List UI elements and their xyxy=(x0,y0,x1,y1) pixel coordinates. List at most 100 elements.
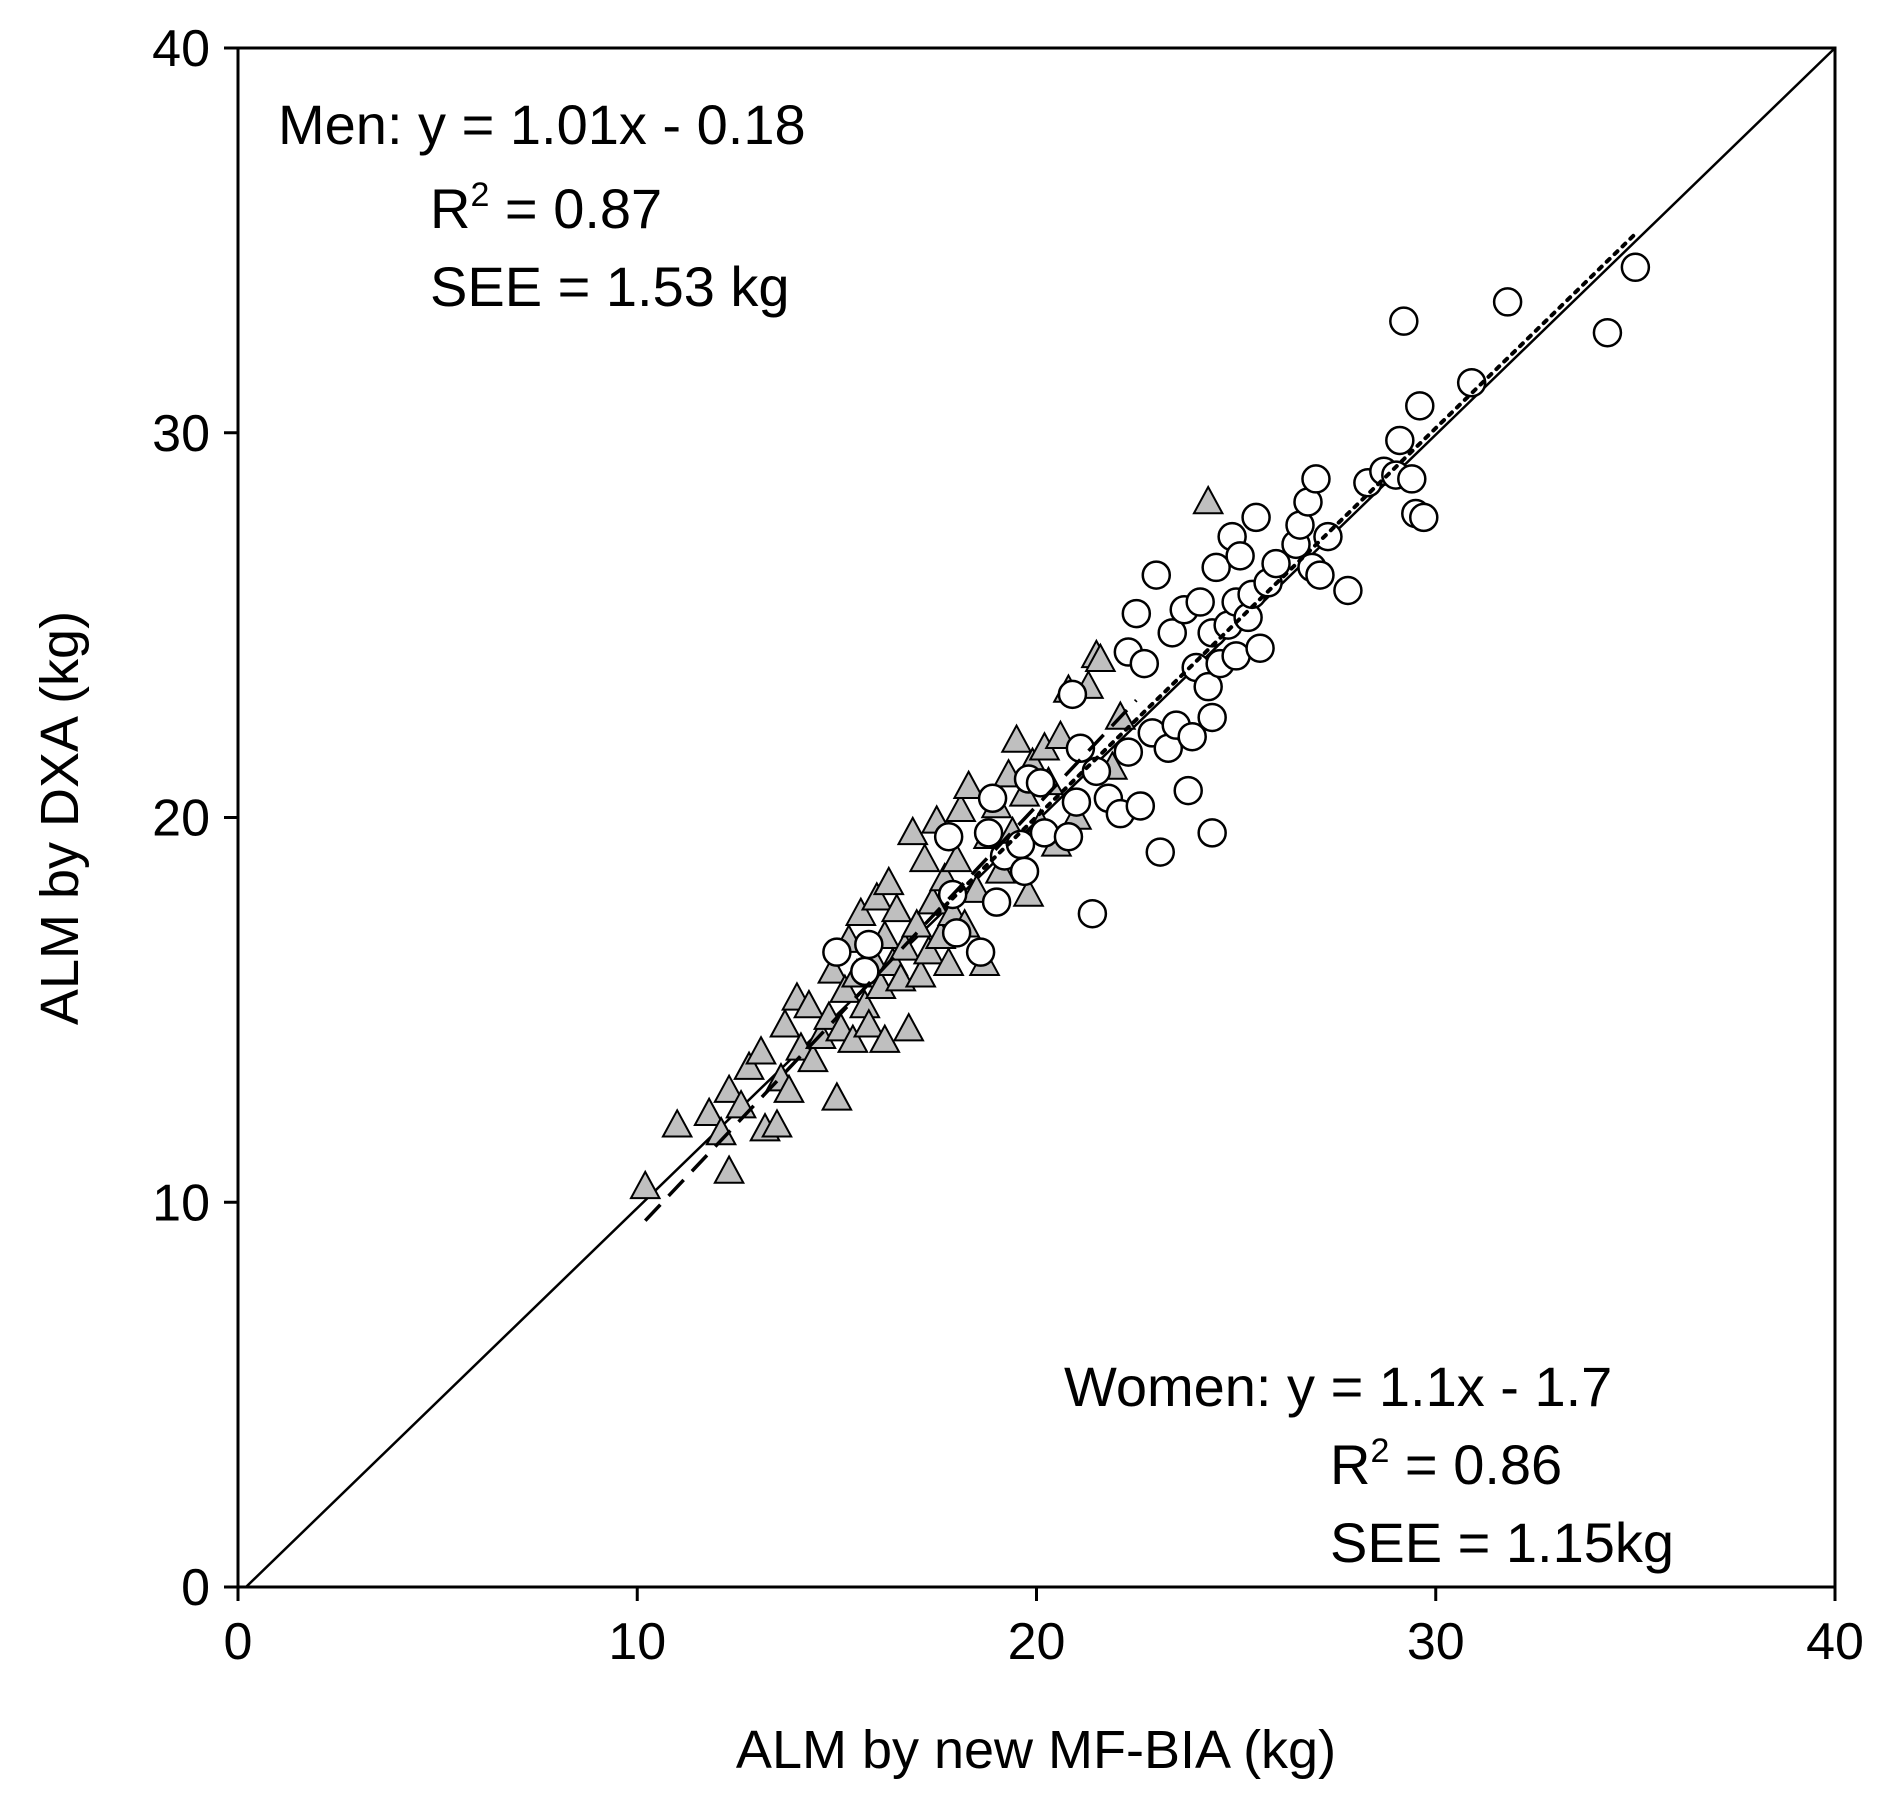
women-data-point xyxy=(908,842,941,873)
men-data-point xyxy=(1177,721,1207,752)
men-data-point xyxy=(1029,818,1060,848)
x-tick-label: 0 xyxy=(224,1613,253,1671)
y-axis-label: ALM by DXA (kg) xyxy=(30,611,90,1025)
men-data-point xyxy=(1025,768,1056,798)
men-r-squared: R2 = 0.87 xyxy=(430,176,662,240)
women-data-point xyxy=(1012,877,1045,907)
women-data-point xyxy=(693,1096,726,1127)
men-data-point xyxy=(1397,464,1427,494)
men-data-point xyxy=(1389,306,1419,336)
men-data-point xyxy=(1193,671,1223,702)
women-data-point xyxy=(872,865,905,896)
women-data-point xyxy=(745,1035,777,1065)
women-data-point xyxy=(820,1081,853,1111)
men-regression-line xyxy=(934,231,1638,916)
points-layer xyxy=(629,231,1651,1222)
women-data-point xyxy=(796,1042,829,1073)
women-data-point xyxy=(896,815,929,846)
x-tick-labels: 0 10 20 30 40 xyxy=(224,1613,1864,1671)
men-data-point xyxy=(1225,541,1255,571)
women-data-point xyxy=(912,935,945,965)
men-data-point xyxy=(1456,367,1487,398)
women-data-point xyxy=(852,1008,885,1038)
x-tick-label: 40 xyxy=(1806,1613,1864,1671)
men-data-point xyxy=(1129,648,1160,679)
women-data-point xyxy=(892,1012,925,1042)
men-data-point xyxy=(1157,618,1187,648)
men-annotation: Men: y = 1.01x - 0.18 R2 = 0.87 SEE = 1.… xyxy=(278,93,806,318)
men-data-point xyxy=(1197,702,1227,733)
x-tick-label: 30 xyxy=(1407,1613,1465,1671)
women-data-point xyxy=(761,1108,793,1138)
men-data-point xyxy=(965,937,996,967)
men-data-point xyxy=(1405,391,1435,421)
men-data-point xyxy=(973,818,1004,848)
women-data-point xyxy=(828,973,861,1003)
men-data-point xyxy=(1301,464,1331,494)
women-data-point xyxy=(860,881,893,911)
women-data-point xyxy=(773,1073,805,1103)
men-data-point xyxy=(1053,821,1084,852)
men-data-point xyxy=(1185,587,1215,617)
women-data-point xyxy=(880,892,913,923)
men-data-point xyxy=(1492,287,1523,317)
x-tick-label: 10 xyxy=(608,1613,666,1671)
women-equation: Women: y = 1.1x - 1.7 xyxy=(1064,1355,1612,1418)
men-data-point xyxy=(854,929,884,960)
y-tick-labels: 0 10 20 30 40 xyxy=(152,20,210,1617)
x-tick-label: 20 xyxy=(1008,1613,1066,1671)
x-axis-label: ALM by new MF-BIA (kg) xyxy=(736,1720,1336,1780)
men-data-point xyxy=(1592,317,1623,348)
men-data-point xyxy=(850,956,880,987)
women-data-point xyxy=(904,958,937,988)
men-data-point xyxy=(1409,502,1439,533)
men-data-point xyxy=(1197,818,1227,848)
women-data-point xyxy=(864,969,897,1000)
y-tick-label: 10 xyxy=(152,1174,210,1232)
women-annotation: Women: y = 1.1x - 1.7 R2 = 0.86 SEE = 1.… xyxy=(1064,1355,1674,1574)
women-data-point xyxy=(900,908,933,938)
women-data-point xyxy=(713,1073,746,1103)
women-data-point xyxy=(769,1008,801,1038)
men-data-point xyxy=(933,821,964,852)
women-data-point xyxy=(940,842,973,873)
men-data-point xyxy=(1245,633,1275,663)
men-equation: Men: y = 1.01x - 0.18 xyxy=(278,93,806,156)
men-data-point xyxy=(981,887,1012,917)
men-data-point xyxy=(822,937,852,967)
y-tick-label: 30 xyxy=(152,405,210,463)
men-data-point xyxy=(1009,856,1040,887)
men-data-point xyxy=(1201,552,1231,583)
women-data-point xyxy=(836,1023,869,1053)
x-axis xyxy=(236,1587,1837,1601)
men-data-point xyxy=(1261,548,1291,579)
men-data-point xyxy=(1141,560,1172,590)
women-data-point xyxy=(1084,642,1117,673)
men-data-point xyxy=(1305,560,1335,590)
men-data-point xyxy=(1121,598,1152,629)
men-data-point xyxy=(1145,837,1176,867)
men-see: SEE = 1.53 kg xyxy=(430,255,790,318)
y-axis xyxy=(224,46,238,1589)
men-data-point xyxy=(1241,502,1271,533)
women-see: SEE = 1.15kg xyxy=(1330,1511,1674,1574)
men-data-point xyxy=(1333,575,1363,606)
women-data-point xyxy=(952,769,985,799)
women-data-point xyxy=(816,954,849,984)
y-tick-label: 0 xyxy=(181,1559,210,1617)
women-data-point xyxy=(1000,723,1033,753)
women-data-point xyxy=(844,896,877,926)
men-data-point xyxy=(1113,737,1144,767)
women-regression-line xyxy=(643,698,1138,1222)
women-data-point xyxy=(629,1169,662,1200)
men-data-point xyxy=(1061,787,1092,817)
men-data-point xyxy=(1173,775,1203,806)
men-data-point xyxy=(1057,679,1088,710)
women-data-point xyxy=(868,1023,901,1053)
women-r-squared: R2 = 0.86 xyxy=(1330,1432,1562,1496)
men-data-point xyxy=(1313,521,1343,552)
women-data-point xyxy=(792,988,825,1019)
men-data-point xyxy=(941,918,972,948)
men-data-point xyxy=(1077,898,1108,929)
